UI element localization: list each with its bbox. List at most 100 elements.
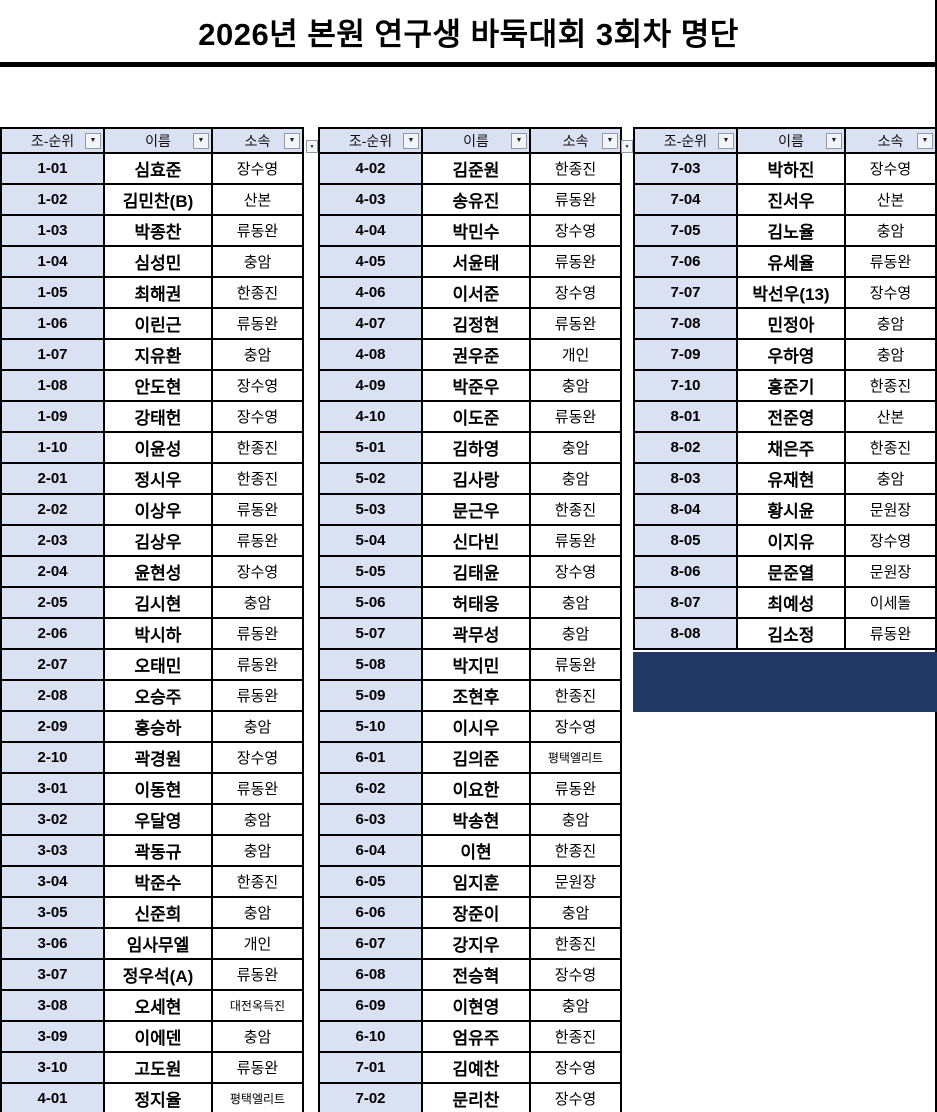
filter-button[interactable]: ▼ [511,132,527,149]
affiliation-cell: 한종진 [529,681,620,710]
rank-cell: 7-03 [635,154,736,183]
column-header-name-cell: 이름 ▼ [103,129,211,152]
table-row: 4-06 이서준 장수영 [320,278,620,309]
rank-cell: 4-02 [320,154,421,183]
filter-button-spacer-1[interactable]: ▼ [306,140,318,153]
rank-cell: 8-07 [635,588,736,617]
affiliation-cell: 한종진 [529,495,620,524]
name-cell: 이에덴 [103,1022,211,1051]
affiliation-cell: 개인 [211,929,302,958]
table-row: 5-06 허태웅 충암 [320,588,620,619]
table-row: 4-01 정지율 평택엘리트 [2,1084,302,1112]
name-cell: 신준희 [103,898,211,927]
table-row: 1-04 심성민 충암 [2,247,302,278]
rank-cell: 2-03 [2,526,103,555]
table-row: 2-02 이상우 류동완 [2,495,302,526]
rank-cell: 3-09 [2,1022,103,1051]
affiliation-cell: 충암 [211,1022,302,1051]
table-row: 2-06 박시하 류동완 [2,619,302,650]
table-row: 4-02 김준원 한종진 [320,154,620,185]
rank-cell: 2-02 [2,495,103,524]
affiliation-cell: 류동완 [211,1053,302,1082]
rank-cell: 3-08 [2,991,103,1020]
column-header-rank-cell: 조-순위 ▼ [320,129,421,152]
name-cell: 이서준 [421,278,529,307]
affiliation-cell: 문원장 [529,867,620,896]
filter-button[interactable]: ▼ [284,132,300,149]
name-cell: 강지우 [421,929,529,958]
affiliation-cell: 장수영 [529,278,620,307]
affiliation-cell: 충암 [211,340,302,369]
name-cell: 김예찬 [421,1053,529,1082]
affiliation-cell: 충암 [529,991,620,1020]
column-header-label: 이름 [463,132,489,149]
table-row: 6-02 이요한 류동완 [320,774,620,805]
name-cell: 지유환 [103,340,211,369]
table-row: 1-05 최해권 한종진 [2,278,302,309]
affiliation-cell: 장수영 [529,960,620,989]
rank-cell: 8-06 [635,557,736,586]
affiliation-cell: 개인 [529,340,620,369]
affiliation-cell: 충암 [211,805,302,834]
name-cell: 박하진 [736,154,844,183]
table-header-row: 조-순위 ▼ 이름 ▼ 소속 ▼ [2,129,302,154]
table-row: 4-04 박민수 장수영 [320,216,620,247]
affiliation-cell: 장수영 [211,371,302,400]
table-row: 8-06 문준열 문원장 [635,557,935,588]
name-cell: 김노율 [736,216,844,245]
filter-button[interactable]: ▼ [602,132,618,149]
rank-cell: 8-08 [635,619,736,648]
table-row: 5-08 박지민 류동완 [320,650,620,681]
rank-cell: 1-04 [2,247,103,276]
affiliation-cell: 한종진 [211,867,302,896]
name-cell: 이상우 [103,495,211,524]
table-row: 8-02 채은주 한종진 [635,433,935,464]
table-row: 8-03 유재현 충암 [635,464,935,495]
name-cell: 이시우 [421,712,529,741]
column-header-label: 조-순위 [348,132,393,149]
rank-cell: 4-06 [320,278,421,307]
affiliation-cell: 산본 [844,402,935,431]
rank-cell: 1-07 [2,340,103,369]
rank-cell: 5-02 [320,464,421,493]
name-cell: 박송현 [421,805,529,834]
affiliation-cell: 충암 [529,588,620,617]
table-row: 8-08 김소정 류동완 [635,619,935,650]
column-header-label: 소속 [877,132,904,149]
filter-button[interactable]: ▼ [193,132,209,149]
name-cell: 이현 [421,836,529,865]
filter-button[interactable]: ▼ [403,132,419,149]
filter-button[interactable]: ▼ [85,132,101,149]
filter-button[interactable]: ▼ [917,132,933,149]
rank-cell: 7-04 [635,185,736,214]
table-row: 3-06 임사무엘 개인 [2,929,302,960]
rank-cell: 6-10 [320,1022,421,1051]
table-row: 6-06 장준이 충암 [320,898,620,929]
rank-cell: 6-08 [320,960,421,989]
name-cell: 김상우 [103,526,211,555]
affiliation-cell: 충암 [529,464,620,493]
filter-button-spacer-2[interactable]: ▼ [621,140,633,153]
affiliation-cell: 장수영 [529,557,620,586]
table-row: 2-04 윤현성 장수영 [2,557,302,588]
affiliation-cell: 장수영 [529,712,620,741]
rank-cell: 7-05 [635,216,736,245]
title-divider [0,62,937,67]
filter-button[interactable]: ▼ [826,132,842,149]
name-cell: 심효준 [103,154,211,183]
table-row: 7-08 민정아 충암 [635,309,935,340]
table-row: 4-03 송유진 류동완 [320,185,620,216]
rank-cell: 8-04 [635,495,736,524]
table-row: 7-10 홍준기 한종진 [635,371,935,402]
affiliation-cell: 평택엘리트 [529,743,620,772]
name-cell: 유세율 [736,247,844,276]
table-row: 5-02 김사랑 충암 [320,464,620,495]
table-row: 5-07 곽무성 충암 [320,619,620,650]
rank-cell: 7-09 [635,340,736,369]
filter-button[interactable]: ▼ [718,132,734,149]
name-cell: 송유진 [421,185,529,214]
name-cell: 유재현 [736,464,844,493]
name-cell: 고도원 [103,1053,211,1082]
column-header-affiliation-cell: 소속 ▼ [529,129,620,152]
rank-cell: 7-02 [320,1084,421,1112]
